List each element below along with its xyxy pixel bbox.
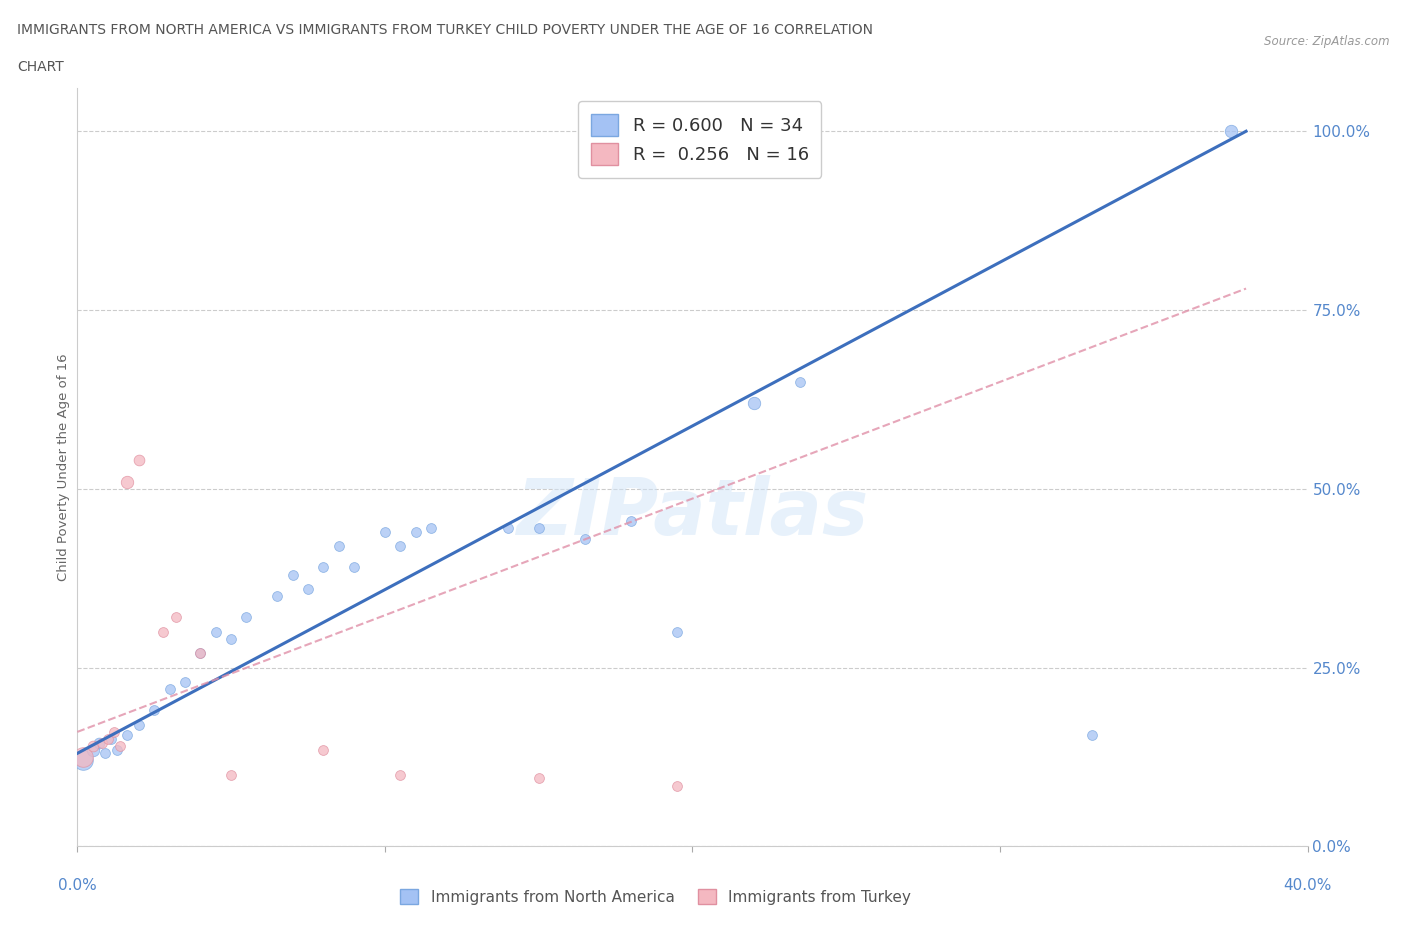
Point <box>159 682 181 697</box>
Point <box>389 767 412 782</box>
Point <box>72 750 94 764</box>
Point <box>110 738 132 753</box>
Point <box>90 736 114 751</box>
Point <box>128 453 150 468</box>
Text: CHART: CHART <box>17 60 63 74</box>
Text: ZIPatlas: ZIPatlas <box>516 475 869 551</box>
Point <box>527 521 550 536</box>
Point <box>666 624 689 639</box>
Point <box>343 560 366 575</box>
Point <box>188 645 212 660</box>
Point <box>312 742 335 757</box>
Point <box>152 624 174 639</box>
Point <box>82 742 104 757</box>
Point <box>420 521 443 536</box>
Point <box>219 767 242 782</box>
Point <box>97 732 120 747</box>
Point <box>266 589 288 604</box>
Legend: Immigrants from North America, Immigrants from Turkey: Immigrants from North America, Immigrant… <box>394 883 917 910</box>
Point <box>742 395 765 410</box>
Point <box>389 538 412 553</box>
Point <box>527 771 550 786</box>
Point <box>204 624 226 639</box>
Point <box>143 703 166 718</box>
Point <box>312 560 335 575</box>
Point <box>115 474 138 489</box>
Point <box>219 631 242 646</box>
Point <box>94 746 117 761</box>
Point <box>666 778 689 793</box>
Point <box>188 645 212 660</box>
Point <box>72 753 94 768</box>
Point <box>328 538 350 553</box>
Point <box>574 531 596 546</box>
Point <box>235 610 257 625</box>
Point <box>82 738 104 753</box>
Point <box>620 513 643 528</box>
Point <box>374 525 396 539</box>
Point <box>297 581 319 596</box>
Point <box>165 610 187 625</box>
Point <box>174 674 197 689</box>
Text: IMMIGRANTS FROM NORTH AMERICA VS IMMIGRANTS FROM TURKEY CHILD POVERTY UNDER THE : IMMIGRANTS FROM NORTH AMERICA VS IMMIGRA… <box>17 23 873 37</box>
Point <box>405 525 427 539</box>
Text: 40.0%: 40.0% <box>1284 879 1331 894</box>
Point <box>789 374 811 389</box>
Point <box>105 742 128 757</box>
Text: Source: ZipAtlas.com: Source: ZipAtlas.com <box>1264 35 1389 48</box>
Point <box>100 732 122 747</box>
Point <box>496 521 519 536</box>
Text: 0.0%: 0.0% <box>58 879 97 894</box>
Point <box>1219 124 1241 139</box>
Point <box>281 567 304 582</box>
Y-axis label: Child Poverty Under the Age of 16: Child Poverty Under the Age of 16 <box>58 353 70 581</box>
Point <box>103 724 125 739</box>
Point <box>115 728 138 743</box>
Point <box>1081 728 1104 743</box>
Point <box>87 736 110 751</box>
Point <box>128 717 150 732</box>
